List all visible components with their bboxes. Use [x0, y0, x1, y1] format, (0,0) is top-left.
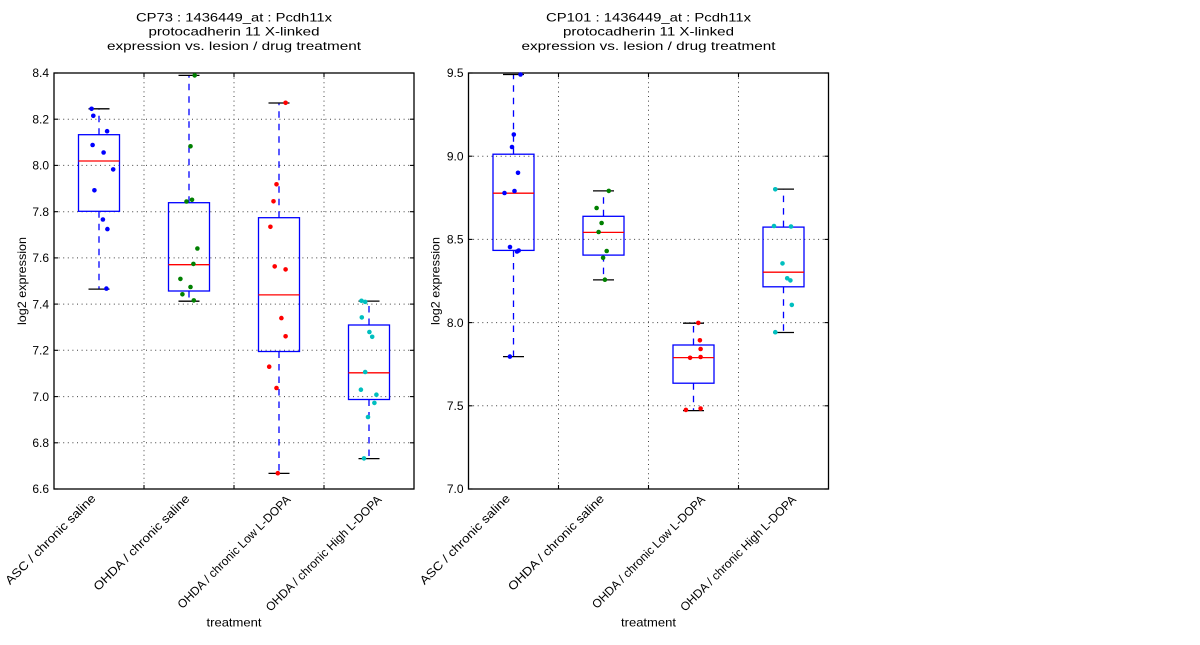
- svg-text:8.0: 8.0: [32, 159, 49, 173]
- svg-text:log2 expression: log2 expression: [15, 237, 29, 325]
- svg-text:9.0: 9.0: [447, 149, 464, 163]
- svg-text:log2 expression: log2 expression: [429, 237, 443, 325]
- svg-text:6.8: 6.8: [32, 436, 49, 450]
- svg-text:9.5: 9.5: [447, 66, 464, 80]
- svg-text:CP73 : 1436449_at : Pcdh11x: CP73 : 1436449_at : Pcdh11x: [136, 10, 332, 24]
- svg-text:7.2: 7.2: [32, 344, 49, 358]
- svg-text:7.8: 7.8: [32, 205, 49, 219]
- svg-text:8.5: 8.5: [447, 233, 464, 247]
- svg-text:8.2: 8.2: [32, 112, 49, 126]
- svg-text:7.6: 7.6: [32, 251, 49, 265]
- svg-text:CP101 : 1436449_at : Pcdh11x: CP101 : 1436449_at : Pcdh11x: [546, 10, 751, 24]
- svg-text:8.4: 8.4: [32, 66, 49, 80]
- svg-text:7.0: 7.0: [32, 390, 49, 404]
- svg-text:7.5: 7.5: [447, 399, 464, 413]
- svg-text:treatment: treatment: [207, 616, 263, 630]
- svg-text:treatment: treatment: [621, 616, 677, 630]
- svg-text:7.0: 7.0: [447, 482, 464, 496]
- svg-text:8.0: 8.0: [447, 316, 464, 330]
- svg-text:protocadherin 11 X-linked: protocadherin 11 X-linked: [563, 25, 734, 39]
- svg-text:protocadherin 11 X-linked: protocadherin 11 X-linked: [149, 25, 320, 39]
- svg-text:expression vs. lesion / drug t: expression vs. lesion / drug treatment: [107, 39, 362, 53]
- svg-text:expression vs. lesion / drug t: expression vs. lesion / drug treatment: [522, 39, 777, 53]
- svg-text:6.6: 6.6: [32, 482, 49, 496]
- svg-text:7.4: 7.4: [32, 297, 49, 311]
